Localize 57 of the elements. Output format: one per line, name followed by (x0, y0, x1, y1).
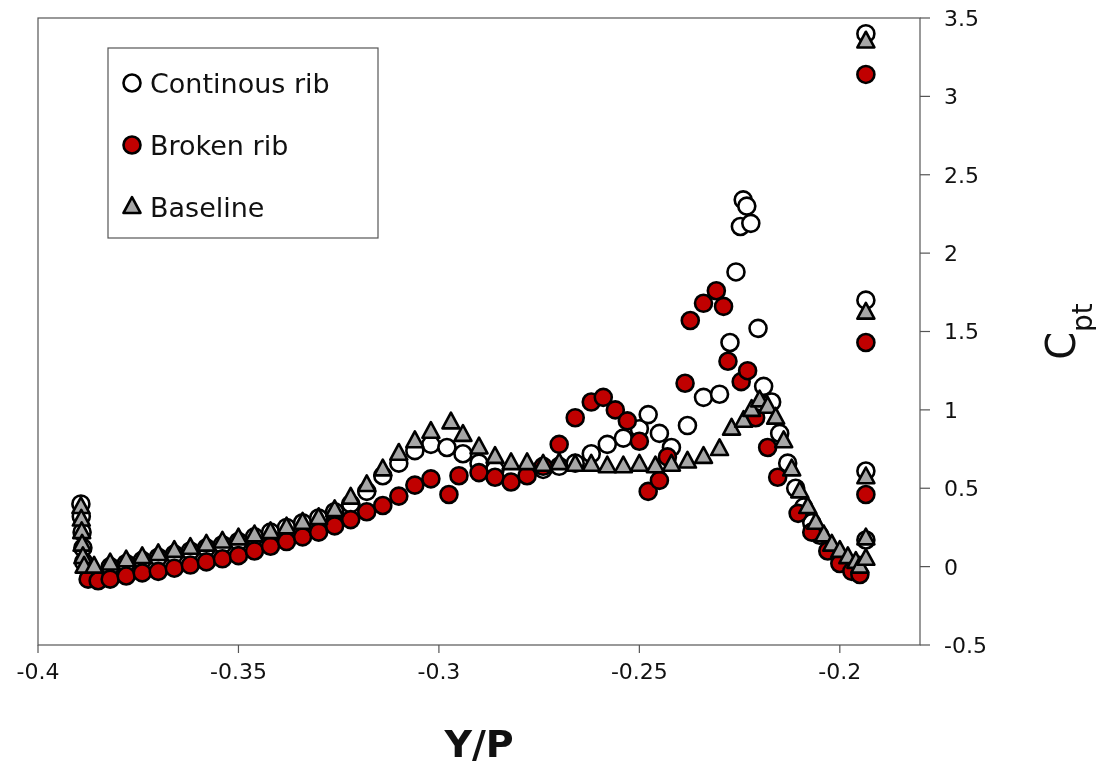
x-tick-label: -0.25 (610, 659, 668, 684)
point (212, 548, 233, 569)
point (132, 563, 153, 583)
point (856, 484, 876, 505)
point (713, 296, 734, 317)
point (757, 437, 778, 458)
point (680, 310, 701, 331)
point (629, 431, 650, 452)
point (324, 516, 345, 536)
y2-tick-label: 1 (944, 397, 958, 423)
point (718, 351, 738, 372)
legend-label: Broken rib (150, 129, 289, 161)
point (372, 495, 393, 516)
x-tick-label: -0.2 (818, 659, 862, 684)
legend-label: Continous rib (150, 67, 330, 99)
point (485, 467, 505, 488)
point (449, 465, 469, 486)
point (389, 486, 409, 506)
point (856, 64, 876, 85)
point (439, 484, 459, 505)
point (501, 472, 521, 492)
point (605, 400, 626, 420)
y2-tick-label: -0.5 (944, 632, 987, 658)
point (148, 561, 169, 582)
x-tick-label: -0.35 (209, 659, 267, 684)
legend-label: Baseline (150, 191, 265, 223)
y2-tick-label: 0.5 (944, 476, 979, 502)
point (340, 509, 361, 530)
point (565, 407, 586, 428)
point (767, 467, 788, 488)
point (421, 469, 441, 489)
y2-tick-label: 3 (944, 84, 958, 110)
point (675, 373, 695, 394)
point (549, 434, 569, 455)
point (737, 360, 758, 381)
x-tick-label: -0.3 (417, 659, 461, 684)
point (649, 470, 670, 491)
point (706, 280, 727, 301)
point (164, 558, 185, 578)
point (228, 545, 249, 566)
point (593, 387, 614, 408)
point (196, 552, 217, 572)
y2-tick-label: 0 (944, 554, 958, 580)
point (405, 475, 425, 495)
point (638, 481, 658, 502)
point (693, 293, 714, 314)
y2-tick-label: 2.5 (944, 162, 979, 188)
x-axis-title: Y/P (443, 722, 514, 766)
y2-tick-label: 1.5 (944, 319, 979, 345)
point (469, 462, 489, 483)
y2-tick-label: 2 (944, 241, 958, 267)
x-tick-label: -0.4 (16, 659, 60, 684)
y2-tick-label: 3.5 (944, 5, 979, 31)
point (180, 555, 201, 575)
point (356, 501, 377, 522)
point (856, 332, 876, 353)
point (617, 411, 638, 431)
